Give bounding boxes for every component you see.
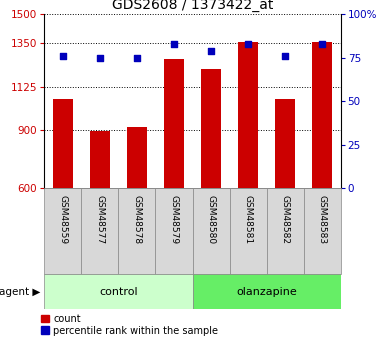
Text: GSM48582: GSM48582	[281, 195, 290, 244]
Text: olanzapine: olanzapine	[236, 287, 297, 296]
Title: GDS2608 / 1373422_at: GDS2608 / 1373422_at	[112, 0, 273, 12]
Text: GSM48583: GSM48583	[318, 195, 327, 244]
Point	[97, 55, 103, 61]
Bar	[312, 42, 332, 188]
Bar	[238, 42, 258, 188]
Point	[134, 55, 140, 61]
Bar	[192, 274, 341, 309]
Point	[319, 41, 325, 47]
Text: GSM48578: GSM48578	[132, 195, 141, 244]
Bar	[81, 188, 119, 274]
Text: control: control	[99, 287, 138, 296]
Legend: count, percentile rank within the sample: count, percentile rank within the sample	[42, 314, 218, 336]
Bar	[267, 188, 304, 274]
Bar	[201, 69, 221, 188]
Text: agent ▶: agent ▶	[0, 287, 40, 296]
Bar	[44, 188, 81, 274]
Bar	[156, 188, 192, 274]
Bar	[164, 59, 184, 188]
Bar	[90, 131, 110, 188]
Point	[60, 53, 66, 59]
Bar	[119, 188, 156, 274]
Text: GSM48577: GSM48577	[95, 195, 104, 244]
Text: GSM48581: GSM48581	[244, 195, 253, 244]
Bar	[44, 274, 192, 309]
Bar	[53, 99, 73, 188]
Text: GSM48559: GSM48559	[58, 195, 67, 244]
Bar	[229, 188, 266, 274]
Text: GSM48579: GSM48579	[169, 195, 179, 244]
Bar	[275, 99, 295, 188]
Bar	[192, 188, 229, 274]
Point	[171, 41, 177, 47]
Point	[245, 41, 251, 47]
Point	[282, 53, 288, 59]
Text: GSM48580: GSM48580	[206, 195, 216, 244]
Bar	[304, 188, 341, 274]
Point	[208, 48, 214, 54]
Bar	[127, 127, 147, 188]
